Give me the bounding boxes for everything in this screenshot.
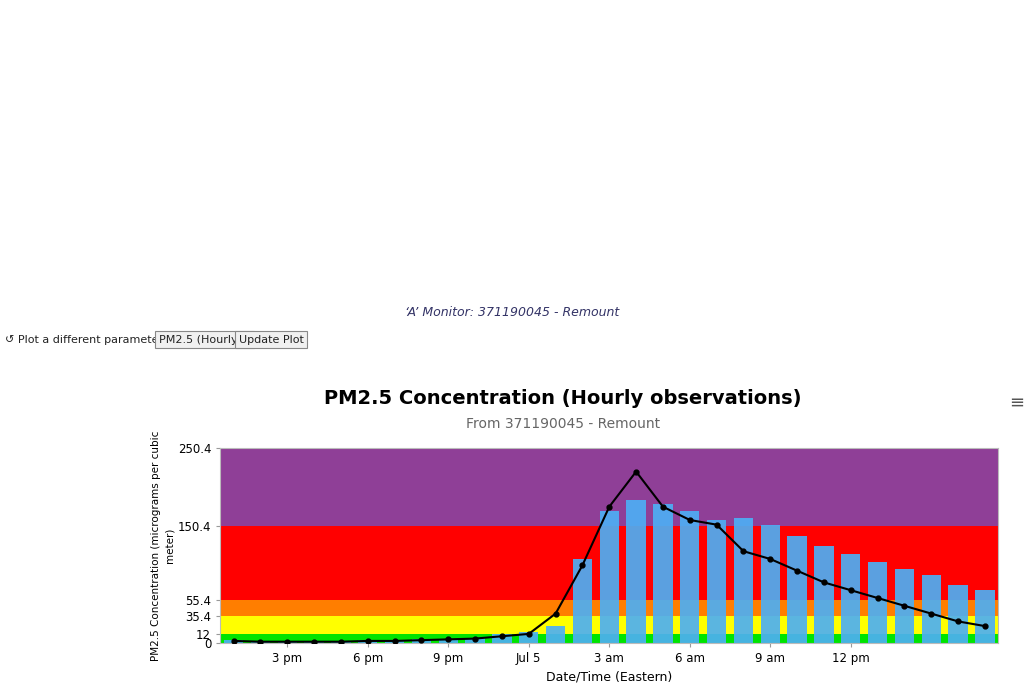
Bar [466, 638, 484, 643]
Text: PM2.5 (Hourly) ▾: PM2.5 (Hourly) ▾ [159, 335, 251, 344]
Bar [761, 525, 780, 643]
Text: ≡: ≡ [1009, 394, 1024, 412]
Bar [304, 641, 324, 643]
Text: ‘A’ Monitor: 371190045 - Remount: ‘A’ Monitor: 371190045 - Remount [404, 306, 620, 318]
Bar [653, 504, 673, 643]
Bar [600, 510, 618, 643]
Bar [220, 448, 998, 526]
Bar [814, 546, 834, 643]
Bar [707, 520, 726, 643]
Text: PM2.5 Concentration (Hourly observations): PM2.5 Concentration (Hourly observations… [324, 389, 802, 408]
Bar [975, 590, 994, 643]
Bar [519, 632, 539, 643]
Text: ↺ Plot a different parameter:: ↺ Plot a different parameter: [5, 335, 167, 344]
Bar [948, 584, 968, 643]
Bar [546, 626, 565, 643]
Bar [787, 536, 807, 643]
Text: From 371190045 - Remount: From 371190045 - Remount [466, 417, 659, 431]
Bar [438, 639, 458, 643]
Bar [895, 569, 914, 643]
Bar [220, 526, 998, 600]
Bar [868, 562, 888, 643]
Text: Update Plot: Update Plot [239, 335, 303, 344]
Bar [734, 519, 753, 643]
Bar [680, 510, 699, 643]
Bar [922, 575, 941, 643]
Bar [385, 640, 404, 643]
Bar [572, 559, 592, 643]
Bar [220, 600, 998, 615]
Bar [841, 554, 860, 643]
Bar [627, 501, 646, 643]
Bar [251, 641, 270, 643]
Bar [331, 641, 350, 643]
Bar [412, 639, 431, 643]
Bar [224, 640, 244, 643]
Bar [220, 615, 998, 634]
X-axis label: Date/Time (Eastern): Date/Time (Eastern) [546, 671, 673, 684]
Bar [278, 641, 297, 643]
Bar [358, 640, 378, 643]
Text: ↘ Conditions from July 4 to 5, 2021: ↘ Conditions from July 4 to 5, 2021 [8, 361, 241, 373]
Bar [493, 634, 512, 643]
Y-axis label: PM2.5 Concentration (micrograms per cubic
meter): PM2.5 Concentration (micrograms per cubi… [151, 430, 175, 661]
Bar [220, 634, 998, 643]
